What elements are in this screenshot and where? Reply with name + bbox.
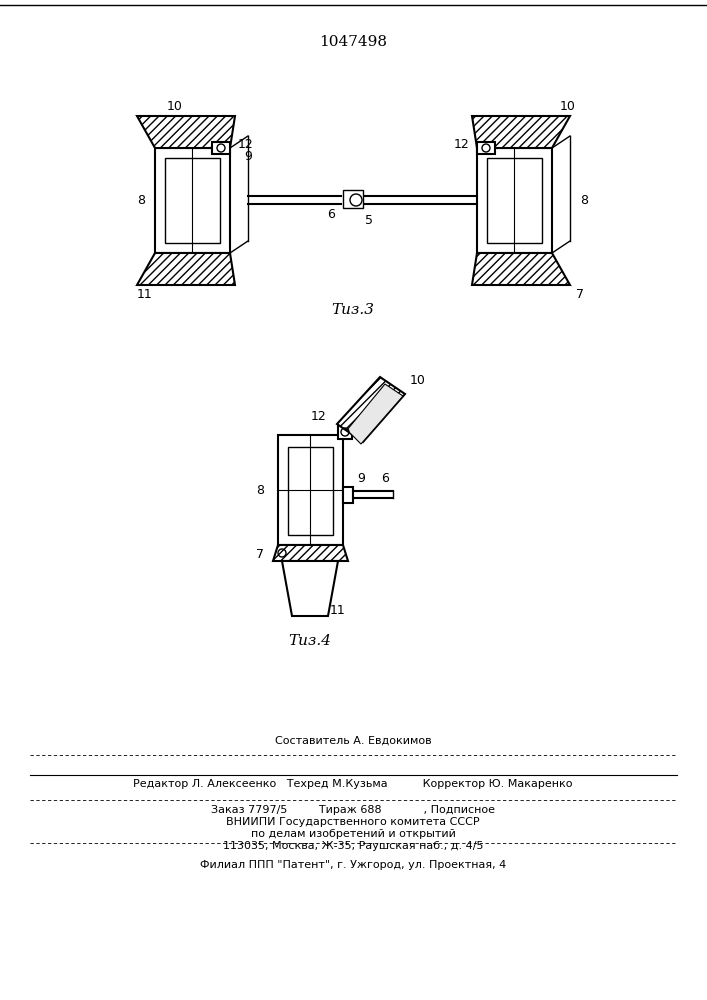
Polygon shape [282,561,338,616]
Text: Составитель А. Евдокимов: Составитель А. Евдокимов [275,736,431,746]
Text: 113035, Москва, Ж-35, Раушская наб., д. 4/5: 113035, Москва, Ж-35, Раушская наб., д. … [223,841,484,851]
Text: по делам изобретений и открытий: по делам изобретений и открытий [250,829,455,839]
Polygon shape [137,253,235,285]
Polygon shape [347,384,403,444]
Text: 7: 7 [576,288,584,302]
Text: 12: 12 [310,410,326,424]
Bar [288,447,333,535]
Polygon shape [137,116,235,148]
Bar [343,487,353,503]
Text: ВНИИПИ Государственного комитета СССР: ВНИИПИ Государственного комитета СССР [226,817,480,827]
Text: 8: 8 [580,194,588,207]
Bar [343,190,363,208]
Text: 10: 10 [410,373,426,386]
Text: 6: 6 [381,473,389,486]
Text: 11: 11 [137,288,153,302]
Text: 10: 10 [560,100,576,112]
Text: 12: 12 [453,137,469,150]
Text: 7: 7 [256,548,264,562]
Bar [487,158,542,243]
Bar [155,148,230,253]
Text: 8: 8 [137,194,145,207]
Bar [165,158,220,243]
Polygon shape [472,116,570,148]
Text: Филиал ППП "Патент", г. Ужгород, ул. Проектная, 4: Филиал ППП "Патент", г. Ужгород, ул. Про… [200,860,506,870]
Bar [338,425,352,439]
Bar [477,142,495,154]
Text: 10: 10 [167,100,183,112]
Polygon shape [337,377,405,442]
Text: 5: 5 [365,214,373,227]
Text: 11: 11 [330,604,346,617]
Bar [212,142,230,154]
Bar [278,435,343,545]
Text: 9: 9 [357,473,365,486]
Polygon shape [472,253,570,285]
Text: 1047498: 1047498 [319,35,387,49]
Text: Τиз.3: Τиз.3 [332,303,375,317]
Text: 9: 9 [244,149,252,162]
Polygon shape [273,545,348,561]
Text: 8: 8 [256,484,264,496]
Text: 6: 6 [327,208,335,221]
Text: 12: 12 [238,137,254,150]
Bar [477,148,552,253]
Text: Заказ 7797/5         Тираж 688            , Подписное: Заказ 7797/5 Тираж 688 , Подписное [211,805,495,815]
Text: Редактор Л. Алексеенко   Техред М.Кузьма          Корректор Ю. Макаренко: Редактор Л. Алексеенко Техред М.Кузьма К… [133,779,573,789]
Text: Τиз.4: Τиз.4 [288,634,332,648]
